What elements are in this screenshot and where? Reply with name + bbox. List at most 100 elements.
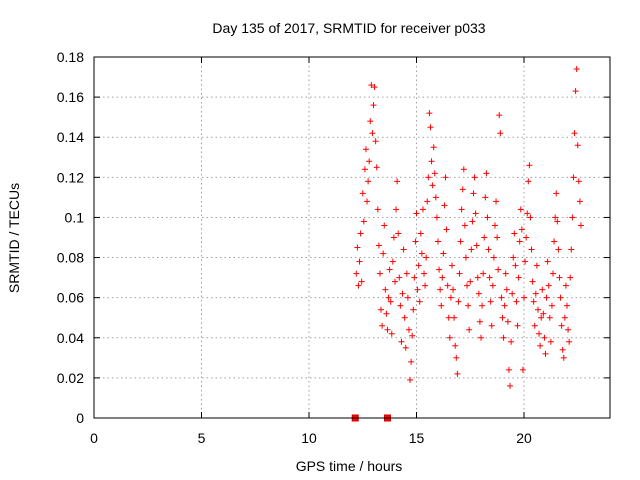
data-point (468, 246, 475, 253)
data-point (553, 190, 560, 197)
data-point (415, 262, 422, 269)
data-point (531, 322, 538, 329)
data-point (438, 302, 445, 309)
data-point (367, 118, 374, 125)
data-point (505, 366, 512, 373)
data-point (475, 290, 482, 297)
data-point (570, 174, 577, 181)
data-point (437, 286, 444, 293)
data-point (459, 186, 466, 193)
data-point (457, 238, 464, 245)
data-point (389, 258, 396, 265)
data-point (507, 382, 514, 389)
data-point (533, 262, 540, 269)
chart-title: Day 135 of 2017, SRMTID for receiver p03… (212, 20, 485, 36)
data-point (425, 174, 432, 181)
data-point (460, 166, 467, 173)
data-point (476, 318, 483, 325)
data-point (569, 214, 576, 221)
data-point (461, 222, 468, 229)
data-point (489, 282, 496, 289)
data-point (390, 234, 397, 241)
data-point (574, 142, 581, 149)
data-point (452, 342, 459, 349)
data-point (417, 230, 424, 237)
data-point (469, 218, 476, 225)
data-point (451, 314, 458, 321)
data-points (351, 66, 584, 422)
data-point (414, 286, 421, 293)
data-point (444, 282, 451, 289)
data-point (494, 234, 501, 241)
data-point (418, 250, 425, 257)
data-point (479, 302, 486, 309)
data-point (539, 286, 546, 293)
data-point (370, 102, 377, 109)
data-point (523, 234, 530, 241)
data-point (397, 302, 404, 309)
data-point (401, 314, 408, 321)
data-point (450, 286, 457, 293)
data-point (405, 326, 412, 333)
data-point (448, 262, 455, 269)
data-point (554, 218, 561, 225)
data-point (380, 250, 387, 257)
data-point (571, 130, 578, 137)
data-point (526, 162, 533, 169)
y-tick-label: 0.18 (57, 49, 84, 65)
data-point (410, 306, 417, 313)
data-point (396, 274, 403, 281)
data-point (357, 230, 364, 237)
data-point (517, 206, 524, 213)
data-point (423, 254, 430, 261)
data-point (540, 310, 547, 317)
data-point (559, 346, 566, 353)
data-point (502, 270, 509, 277)
data-point (521, 294, 527, 301)
data-point (422, 282, 429, 289)
y-tick-label: 0.08 (57, 250, 84, 266)
data-point (368, 82, 375, 89)
data-point (471, 174, 478, 181)
data-point (518, 226, 525, 233)
data-point (491, 222, 498, 229)
data-point (412, 238, 419, 245)
data-point (360, 218, 367, 225)
data-point (354, 244, 361, 251)
data-point (421, 270, 428, 277)
data-point (411, 274, 418, 281)
data-point (480, 270, 487, 277)
data-point (427, 124, 434, 131)
data-point (400, 246, 407, 253)
data-point (462, 254, 469, 261)
data-point (573, 66, 580, 73)
data-point (509, 290, 516, 297)
data-point (373, 164, 380, 171)
data-point (565, 326, 572, 333)
data-point (364, 198, 371, 205)
data-point (557, 294, 564, 301)
data-point (501, 302, 508, 309)
data-point (470, 190, 477, 197)
data-point (524, 210, 531, 217)
data-point (561, 314, 568, 321)
data-point (454, 370, 461, 377)
data-point (511, 230, 518, 237)
data-point (446, 334, 453, 341)
data-point (556, 274, 563, 281)
data-point (486, 274, 493, 281)
data-point (407, 376, 414, 383)
data-point (428, 158, 435, 165)
data-point (403, 270, 410, 277)
data-point (379, 322, 386, 329)
data-point (388, 330, 395, 337)
data-point (562, 282, 569, 289)
data-point (474, 274, 481, 281)
data-point (408, 358, 415, 365)
data-point (393, 206, 400, 213)
data-point (366, 158, 373, 165)
data-point (551, 238, 558, 245)
data-point (453, 354, 460, 361)
data-point (356, 258, 363, 265)
data-point (508, 338, 515, 345)
